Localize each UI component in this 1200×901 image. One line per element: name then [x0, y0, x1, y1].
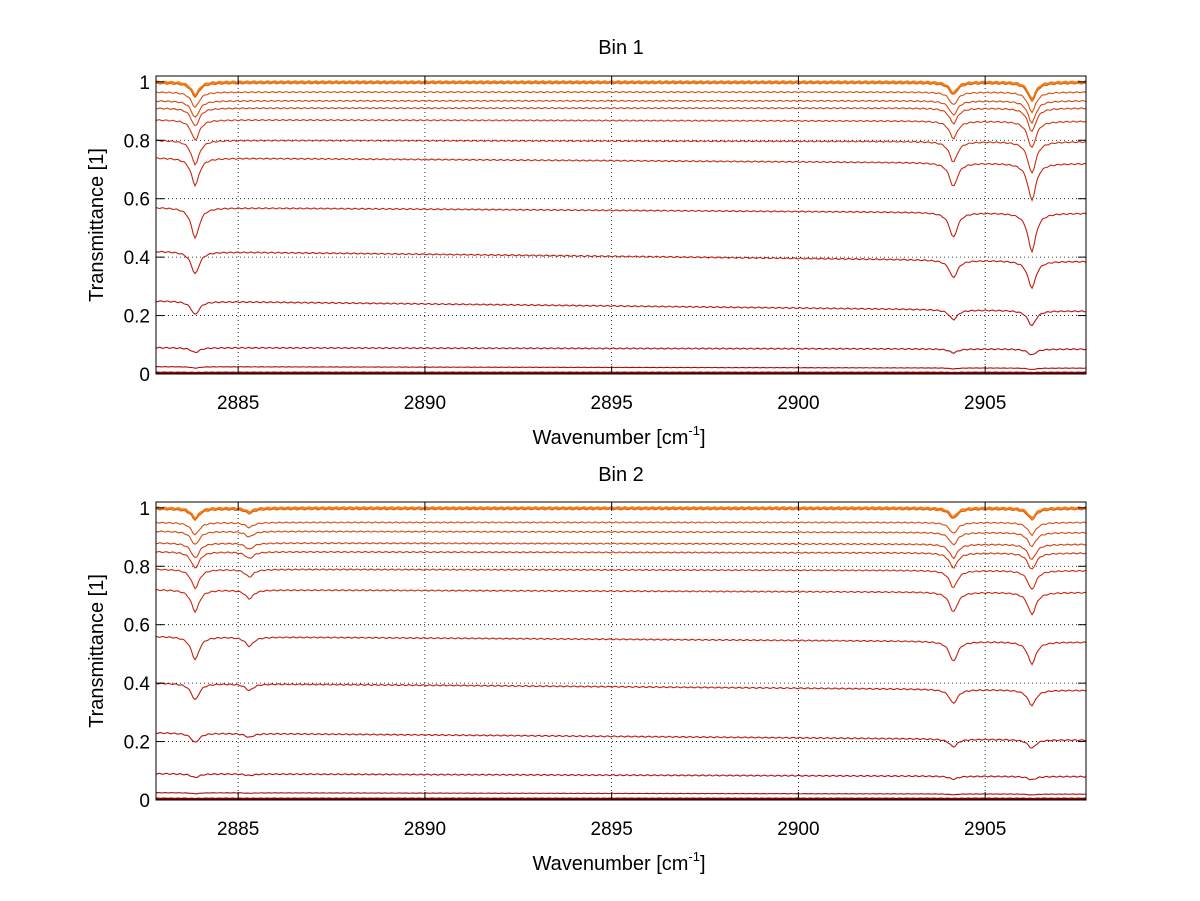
series-line-8 [155, 157, 1087, 202]
series-line-4 [155, 99, 1087, 125]
x-tick-label: 2895 [591, 393, 633, 414]
y-tick-label: 0.8 [124, 557, 150, 578]
ticks: 2885 2890 2895 2900 2905 0 0.2 0.4 0.6 0.8 1 [124, 73, 1086, 414]
axes-frame [155, 75, 1087, 375]
y-tick-label: 1 [139, 499, 150, 520]
series-line-8 [155, 589, 1087, 616]
chart-panel-bin-2: Bin 2 2885 2890 2895 2900 2905 0 0.2 0.4 0.6 0.8 1… [86, 464, 1087, 875]
grid [156, 76, 1086, 374]
series-line-2 [155, 508, 1087, 522]
x-tick-label: 2900 [777, 819, 819, 840]
series-line-9 [155, 206, 1087, 254]
y-tick-label: 0.6 [124, 190, 150, 211]
x-tick-label: 2895 [591, 819, 633, 840]
series-group [155, 506, 1087, 801]
y-axis-label: Transmittance [1] [86, 574, 108, 728]
y-tick-label: 1 [139, 73, 150, 94]
series-line-12 [155, 346, 1087, 356]
x-tick-label: 2885 [217, 393, 259, 414]
series-line-13 [155, 792, 1087, 796]
ticks: 2885 2890 2895 2900 2905 0 0.2 0.4 0.6 0.8 1 [124, 499, 1086, 840]
series-line-13 [155, 366, 1087, 370]
y-tick-label: 0 [139, 791, 150, 812]
chart-title: Bin 2 [598, 464, 644, 486]
x-tick-label: 2885 [217, 819, 259, 840]
x-tick-label: 2890 [404, 393, 446, 414]
y-tick-label: 0.8 [124, 131, 150, 152]
x-axis-label: Wavenumber [cm-1] [532, 849, 705, 875]
series-line-4 [155, 530, 1087, 548]
series-line-6 [155, 550, 1087, 570]
series-line-5 [155, 542, 1087, 560]
y-tick-label: 0.4 [124, 674, 151, 695]
series-line-3 [155, 521, 1087, 537]
y-tick-label: 0.2 [124, 307, 150, 328]
series-line-10 [155, 250, 1087, 290]
series-line-12 [155, 772, 1087, 781]
y-tick-label: 0 [139, 365, 150, 386]
x-axis-label: Wavenumber [cm-1] [532, 423, 705, 449]
series-line-3 [155, 90, 1087, 114]
grid [156, 502, 1086, 800]
series-group [155, 80, 1087, 375]
chart-panel-bin-1: Bin 1 2885 2890 2895 2900 2905 0 0.2 0.4 0.6 0.8 1… [86, 37, 1087, 449]
x-tick-label: 2890 [404, 819, 446, 840]
axes-frame [155, 501, 1087, 801]
x-tick-label: 2905 [964, 393, 1006, 414]
series-line-10 [155, 682, 1087, 707]
chart-title: Bin 1 [598, 37, 644, 59]
series-line-9 [155, 635, 1087, 666]
series-line-6 [155, 118, 1087, 149]
series-line-7 [155, 139, 1087, 174]
y-tick-label: 0.6 [124, 616, 150, 637]
series-line-2 [155, 82, 1087, 103]
series-line-5 [155, 106, 1087, 133]
series-line-1 [155, 80, 1087, 101]
series-line-1 [155, 506, 1087, 521]
y-tick-label: 0.2 [124, 733, 150, 754]
series-line-14 [155, 371, 1087, 375]
series-line-7 [155, 568, 1087, 590]
series-line-11 [155, 732, 1087, 749]
series-line-11 [155, 300, 1087, 327]
x-tick-label: 2900 [777, 393, 819, 414]
x-tick-label: 2905 [964, 819, 1006, 840]
y-axis-label: Transmittance [1] [86, 148, 108, 302]
y-tick-label: 0.4 [124, 248, 151, 269]
